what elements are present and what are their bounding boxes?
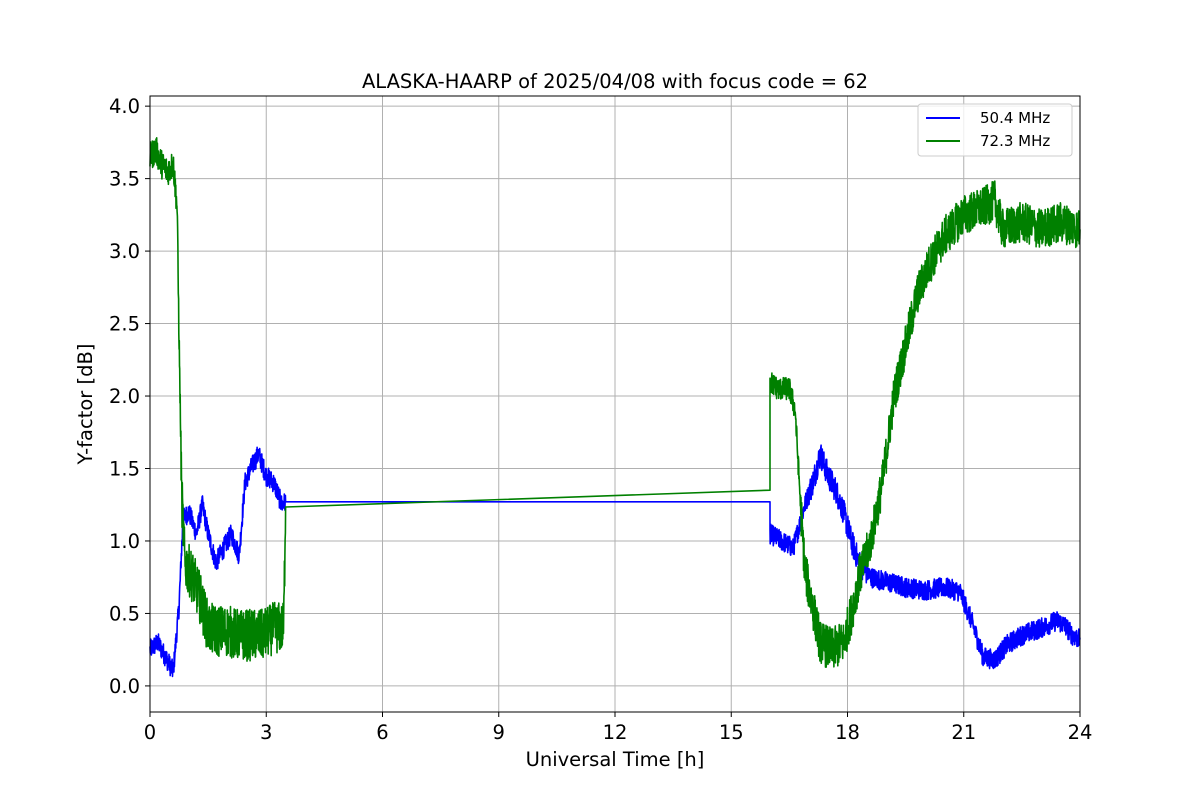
series-line-2 — [149, 137, 1081, 668]
y-tick-label: 0.5 — [109, 602, 140, 625]
ticks: 0 3 6 9 12 15 18 21 24 0.0 0.5 1.0 1.5 2.0 2.5 3.0 3.5 4.… — [109, 95, 1092, 744]
x-tick-label: 12 — [603, 721, 628, 744]
y-tick-label: 1.5 — [109, 457, 140, 480]
x-tick-label: 18 — [835, 721, 860, 744]
x-tick-label: 6 — [376, 721, 388, 744]
legend: 50.4 MHz 72.3 MHz — [917, 103, 1073, 157]
x-tick-label: 0 — [144, 721, 156, 744]
chart-title: ALASKA-HAARP of 2025/04/08 with focus co… — [362, 70, 868, 93]
y-axis-label: Y-factor [dB] — [74, 344, 97, 466]
y-tick-label: 2.0 — [109, 385, 140, 408]
x-tick-label: 21 — [951, 721, 976, 744]
series-line-1 — [149, 444, 1081, 678]
legend-label: 50.4 MHz — [980, 109, 1050, 127]
x-tick-label: 9 — [493, 721, 505, 744]
y-tick-label: 3.0 — [109, 240, 140, 263]
legend-label: 72.3 MHz — [980, 132, 1050, 150]
x-tick-label: 24 — [1068, 721, 1093, 744]
series-lines — [149, 137, 1081, 678]
x-tick-label: 3 — [260, 721, 272, 744]
y-tick-label: 1.0 — [109, 530, 140, 553]
y-tick-label: 3.5 — [109, 168, 140, 191]
y-tick-label: 2.5 — [109, 313, 140, 336]
x-axis-label: Universal Time [h] — [526, 748, 705, 771]
x-tick-label: 15 — [719, 721, 744, 744]
y-tick-label: 0.0 — [109, 675, 140, 698]
y-tick-label: 4.0 — [109, 95, 140, 118]
